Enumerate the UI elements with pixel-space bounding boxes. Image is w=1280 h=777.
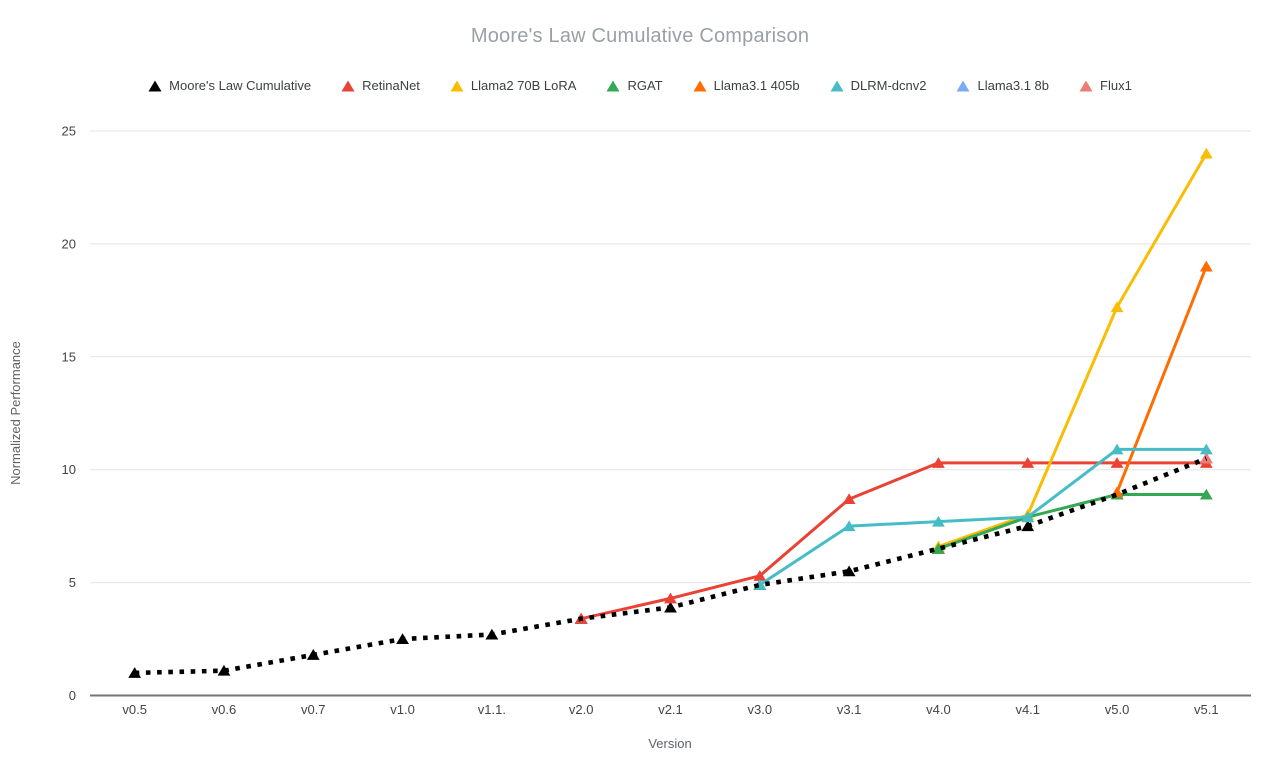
x-tick-label-v1-0: v1.0 (390, 702, 415, 717)
series-line-moore-s-law-cumulative (134, 456, 1208, 676)
legend-label-moore-s-law-cumulative: Moore's Law Cumulative (169, 78, 312, 93)
marker-retinanet-v4-0 (932, 457, 945, 468)
x-tick-label-v5-1: v5.1 (1194, 702, 1219, 717)
marker-moore-s-law-cumulative-v0-5 (128, 667, 142, 678)
x-tick-label-v2-0: v2.0 (569, 702, 594, 717)
chart-title: Moore's Law Cumulative Comparison (470, 25, 810, 47)
marker-retinanet-v4-1 (1021, 457, 1035, 468)
y-axis-title: Normalized Performance (8, 341, 23, 485)
marker-dlrm-dcnv2-v4-1 (1021, 511, 1035, 523)
legend-triangle-icon-rgat (606, 80, 620, 91)
y-tick-label-15: 15 (62, 349, 76, 364)
y-tick-label-5: 5 (69, 575, 76, 590)
x-tick-label-v3-0: v3.0 (748, 702, 773, 717)
legend-label-llama2-70b-lora: Llama2 70B LoRA (470, 78, 577, 93)
marker-dlrm-dcnv2-v3-1 (842, 520, 856, 532)
legend-triangle-icon-moore-s-law-cumulative (148, 80, 162, 91)
legend-item-rgat: RGAT (606, 78, 663, 93)
marker-moore-s-law-cumulative-v0-6 (217, 664, 231, 676)
y-tick-label-10: 10 (62, 462, 76, 477)
legend-label-flux1: Flux1 (1100, 78, 1132, 93)
marker-rgat-v5-1 (1199, 488, 1213, 500)
y-tick-label-20: 20 (62, 236, 76, 251)
y-tick-label-25: 25 (62, 124, 76, 139)
series-line-llama3-1-405b (1115, 265, 1208, 494)
x-tick-label-v0-6: v0.6 (212, 702, 237, 717)
legend-label-retinanet: RetinaNet (362, 78, 420, 93)
x-tick-label-v2-1: v2.1 (658, 702, 683, 717)
y-tick-label-0: 0 (69, 688, 76, 703)
legend-triangle-icon-llama3-1-405b (693, 80, 707, 91)
legend-label-rgat: RGAT (627, 78, 663, 93)
legend-triangle-icon-llama3-1-8b (956, 80, 970, 91)
legend-item-flux1: Flux1 (1079, 78, 1132, 93)
series-line-dlrm-dcnv2 (758, 447, 1208, 587)
x-tick-label-v5-0: v5.0 (1105, 702, 1130, 717)
marker-retinanet-v3-0 (753, 570, 767, 581)
marker-retinanet-v5-0 (1110, 457, 1124, 468)
legend-label-llama3-1-405b: Llama3.1 405b (713, 78, 800, 93)
marker-retinanet-v3-1 (842, 493, 856, 505)
marker-llama3-1-405b-v5-1 (1199, 260, 1213, 272)
legend-item-dlrm-dcnv2: DLRM-dcnv2 (830, 78, 927, 93)
x-tick-label-v4-0: v4.0 (926, 702, 951, 717)
x-tick-label-v0-7: v0.7 (301, 702, 326, 717)
legend-label-dlrm-dcnv2: DLRM-dcnv2 (850, 78, 927, 93)
legend-item-llama2-70b-lora: Llama2 70B LoRA (450, 78, 577, 93)
x-tick-label-v3-1: v3.1 (837, 702, 862, 717)
marker-dlrm-dcnv2-v5-1 (1199, 443, 1213, 455)
legend-triangle-icon-llama2-70b-lora (450, 80, 464, 91)
series-line-retinanet (579, 461, 1208, 621)
legend-triangle-icon-dlrm-dcnv2 (830, 80, 844, 91)
x-tick-label-v1-1: v1.1. (478, 702, 506, 717)
marker-llama2-70b-lora-v5-0 (1110, 301, 1124, 313)
chart-legend: Moore's Law Cumulative RetinaNet Llama2 70… (0, 78, 1280, 93)
x-axis-title: Version (648, 736, 691, 751)
marker-rgat-v4-0 (932, 542, 945, 554)
legend-label-llama3-1-8b: Llama3.1 8b (977, 78, 1050, 93)
legend-triangle-icon-retinanet (341, 80, 355, 91)
marker-dlrm-dcnv2-v4-0 (932, 515, 945, 527)
legend-item-llama3-1-8b: Llama3.1 8b (956, 78, 1049, 93)
marker-llama2-70b-lora-v5-1 (1199, 147, 1213, 159)
series-line-rgat (936, 493, 1208, 551)
legend-item-retinanet: RetinaNet (341, 78, 420, 93)
marker-retinanet-v2-1 (664, 592, 677, 604)
legend-item-moore-s-law-cumulative: Moore's Law Cumulative (148, 78, 311, 93)
series-line-llama2-70b-lora (936, 152, 1208, 548)
marker-dlrm-dcnv2-v5-0 (1110, 443, 1124, 455)
x-tick-label-v4-1: v4.1 (1015, 702, 1040, 717)
legend-item-llama3-1-405b: Llama3.1 405b (693, 78, 800, 93)
x-tick-label-v0-5: v0.5 (122, 702, 147, 717)
legend-triangle-icon-flux1 (1079, 80, 1093, 91)
marker-flux1-v5-1 (1199, 452, 1213, 464)
